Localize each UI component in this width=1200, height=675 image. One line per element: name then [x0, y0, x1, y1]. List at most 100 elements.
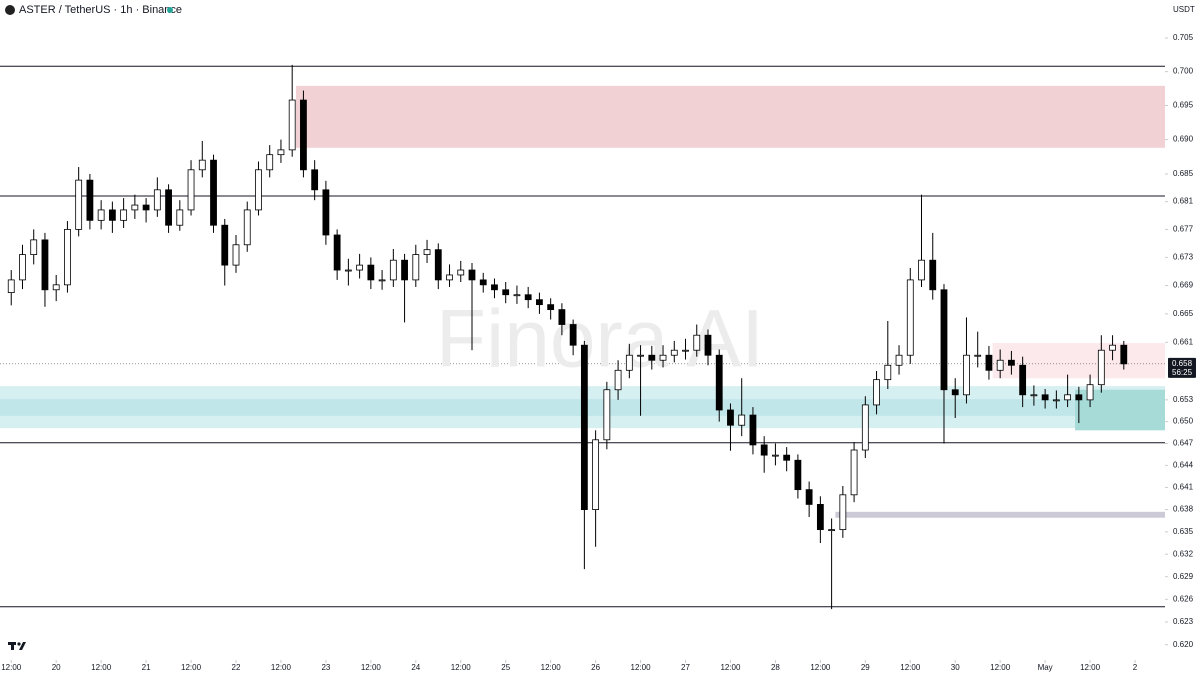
candle-body — [648, 354, 656, 361]
candle-body — [19, 254, 26, 281]
candle-body — [367, 264, 375, 281]
candle-body — [153, 189, 161, 211]
y-tick-label: 0.638 — [1173, 505, 1194, 514]
candle-body — [255, 169, 262, 211]
candle-body — [625, 354, 633, 371]
y-tick-label: 0.650 — [1173, 417, 1194, 426]
y-tick-label: 0.623 — [1173, 617, 1194, 626]
candle-body — [580, 344, 588, 510]
y-tick-label: 0.641 — [1173, 483, 1194, 492]
candle-body — [446, 274, 453, 281]
tv-logo — [8, 642, 26, 650]
candle-body — [524, 294, 532, 301]
candle-body — [41, 239, 49, 291]
y-tick-label: 0.635 — [1173, 527, 1194, 536]
candle-body — [1120, 344, 1128, 365]
candle-body — [985, 354, 993, 371]
candle-body — [344, 269, 352, 272]
y-tick-label: 0.700 — [1173, 67, 1194, 76]
candle-body — [715, 354, 723, 411]
plot — [7, 64, 1128, 610]
candle-body — [491, 284, 498, 291]
candle-body — [536, 299, 543, 306]
candle-body — [322, 189, 330, 236]
x-tick-label: 12:00 — [91, 663, 112, 672]
candle-body — [727, 409, 734, 426]
candle-body — [929, 259, 937, 291]
candle-body — [547, 304, 555, 311]
candle-body — [266, 154, 274, 171]
candle-body — [772, 454, 779, 457]
x-tick-label: May — [1038, 663, 1053, 672]
candle-body — [75, 179, 83, 230]
candle-body — [884, 364, 892, 381]
candle-body — [592, 439, 600, 510]
y-tick-label: 0.669 — [1173, 281, 1194, 290]
x-tick-label: 12:00 — [631, 663, 652, 672]
candle-body — [1019, 364, 1027, 396]
zone — [992, 343, 1165, 379]
candle-body — [277, 149, 285, 156]
candle-body — [243, 209, 251, 246]
candle-body — [7, 279, 15, 294]
price-tag — [1168, 357, 1196, 378]
y-tick-label: 0.632 — [1173, 549, 1194, 558]
candle-body — [1064, 394, 1072, 401]
currency-label: USDT — [1173, 5, 1195, 14]
candle-body — [974, 354, 982, 357]
candle-body — [221, 224, 229, 266]
candle-body — [401, 259, 408, 281]
y-tick-label: 0.661 — [1173, 337, 1194, 346]
candle-body — [906, 279, 914, 356]
candle-body — [423, 249, 431, 255]
candle-body — [176, 209, 184, 226]
y-tick-label: 0.647 — [1173, 439, 1194, 448]
x-tick-label: 12:00 — [181, 663, 202, 672]
x-tick-label: 30 — [951, 663, 960, 672]
x-tick-label: 25 — [501, 663, 510, 672]
candle-body — [389, 259, 397, 281]
candle-body — [1041, 394, 1049, 401]
candle-body — [64, 229, 71, 286]
candle-body — [131, 204, 139, 211]
candle-body — [682, 349, 689, 352]
y-tick-label: 0.685 — [1173, 169, 1194, 178]
zone — [295, 85, 1165, 148]
candle-body — [794, 459, 802, 491]
candle-body — [951, 389, 959, 396]
y-tick-label: 0.673 — [1173, 252, 1194, 261]
candle-body — [210, 159, 217, 226]
candle-body — [97, 209, 105, 221]
candle-body — [1030, 394, 1038, 397]
price-tag-label: 0.658 — [1172, 359, 1193, 368]
y-tick-label: 0.695 — [1173, 101, 1194, 110]
candle-body — [52, 284, 60, 291]
candle-body — [839, 494, 847, 531]
symbol-icon — [5, 5, 15, 15]
y-tick-label: 0.626 — [1173, 594, 1194, 603]
candle-body — [816, 504, 824, 531]
watermark: Finora AI — [436, 294, 764, 385]
candle-body — [996, 359, 1004, 371]
candle-body — [783, 454, 791, 461]
candle-body — [198, 159, 206, 171]
y-tick-label: 0.690 — [1173, 135, 1194, 144]
candle-body — [457, 269, 465, 276]
x-tick-label: 12:00 — [1080, 663, 1101, 672]
candle-body — [704, 334, 712, 356]
y-tick-label: 0.705 — [1173, 33, 1194, 42]
candle-body — [569, 324, 577, 346]
x-tick-label: 2 — [1133, 663, 1138, 672]
x-tick-label: 27 — [681, 663, 690, 672]
candle-body — [468, 269, 476, 281]
candle-body — [300, 99, 307, 171]
candle-body — [738, 414, 746, 426]
x-tick-label: 24 — [411, 663, 420, 672]
axis: 0.705 0.700 0.695 0.690 0.685 0.681 0.677 0.673… — [1, 33, 1196, 672]
candle-body — [333, 234, 341, 271]
candle-body — [749, 414, 757, 446]
candle-body — [356, 264, 364, 271]
x-tick-label: 12:00 — [361, 663, 382, 672]
candle-body — [760, 444, 768, 456]
